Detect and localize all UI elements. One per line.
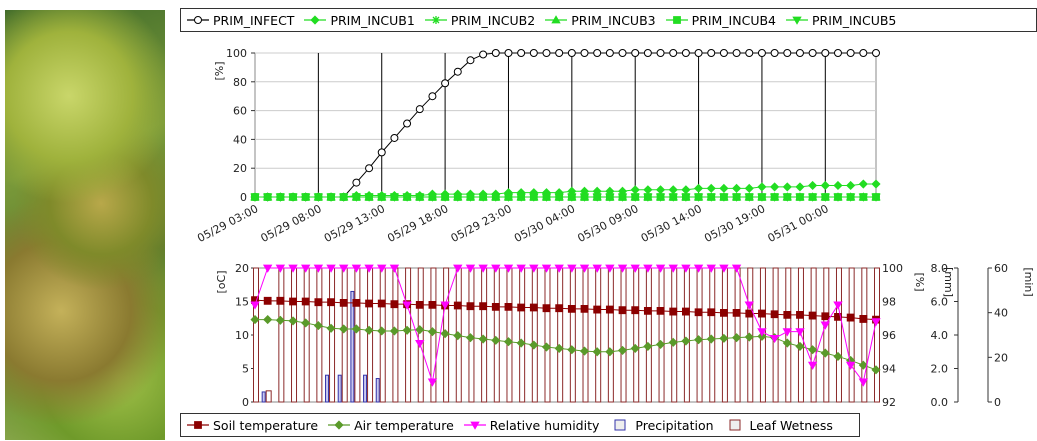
legend-icon	[545, 15, 568, 24]
legend-item: PRIM_INCUB2	[424, 12, 536, 28]
marker	[334, 420, 344, 430]
legend-icon	[729, 419, 741, 431]
legend-swatch	[729, 419, 741, 431]
legend-icon	[187, 16, 209, 24]
marker	[792, 16, 802, 25]
legend-icon	[665, 16, 688, 24]
legend-label: PRIM_INCUB3	[571, 12, 656, 28]
legend: PRIM_INFECT PRIM_INCUB1 PRIM_INCUB2 PRIM_IN…	[180, 8, 1037, 32]
legend-swatch	[614, 419, 626, 431]
legend-item: Precipitation	[609, 417, 714, 433]
legend-label: Soil temperature	[213, 417, 319, 433]
legend-label: Precipitation	[635, 417, 714, 433]
marker	[470, 421, 480, 430]
legend-item: Relative humidity	[463, 417, 600, 433]
marker	[194, 421, 202, 429]
legend-icon	[328, 420, 351, 430]
legend: Soil temperature Air temperature Relative …	[180, 413, 860, 437]
legend-item: PRIM_INCUB3	[545, 12, 656, 28]
legend-label: PRIM_INCUB5	[812, 12, 897, 28]
legend-icon	[424, 16, 447, 24]
legend-item: Air temperature	[328, 418, 454, 433]
legend-icon	[187, 421, 209, 429]
legend-item: Soil temperature	[187, 418, 318, 433]
legend-icon	[304, 15, 327, 25]
legend-item: PRIM_INCUB4	[665, 12, 776, 28]
legend-icon	[463, 421, 486, 430]
marker	[194, 16, 202, 24]
legend-label: PRIM_INFECT	[213, 12, 295, 28]
legend-label: Air temperature	[354, 417, 454, 433]
legend-label: Leaf Wetness	[749, 417, 833, 433]
legend-item: PRIM_INFECT	[187, 13, 294, 28]
marker	[551, 15, 561, 24]
legend-label: PRIM_INCUB1	[330, 12, 415, 28]
legend-label: Relative humidity	[489, 417, 600, 433]
legend-item: Leaf Wetness	[724, 418, 833, 433]
chart-panel: PRIM_INFECT PRIM_INCUB1 PRIM_INCUB2 PRIM_IN…	[172, 0, 1037, 441]
legend-label: PRIM_INCUB4	[691, 12, 776, 28]
legend-item: PRIM_INCUB5	[786, 13, 896, 28]
marker	[310, 15, 321, 25]
marker	[431, 16, 440, 24]
legend-label: PRIM_INCUB2	[450, 12, 536, 28]
legend-item: PRIM_INCUB1	[304, 12, 415, 28]
photo	[5, 10, 165, 440]
legend-icon	[614, 419, 626, 431]
legend-icon	[786, 16, 808, 25]
marker	[672, 16, 681, 24]
